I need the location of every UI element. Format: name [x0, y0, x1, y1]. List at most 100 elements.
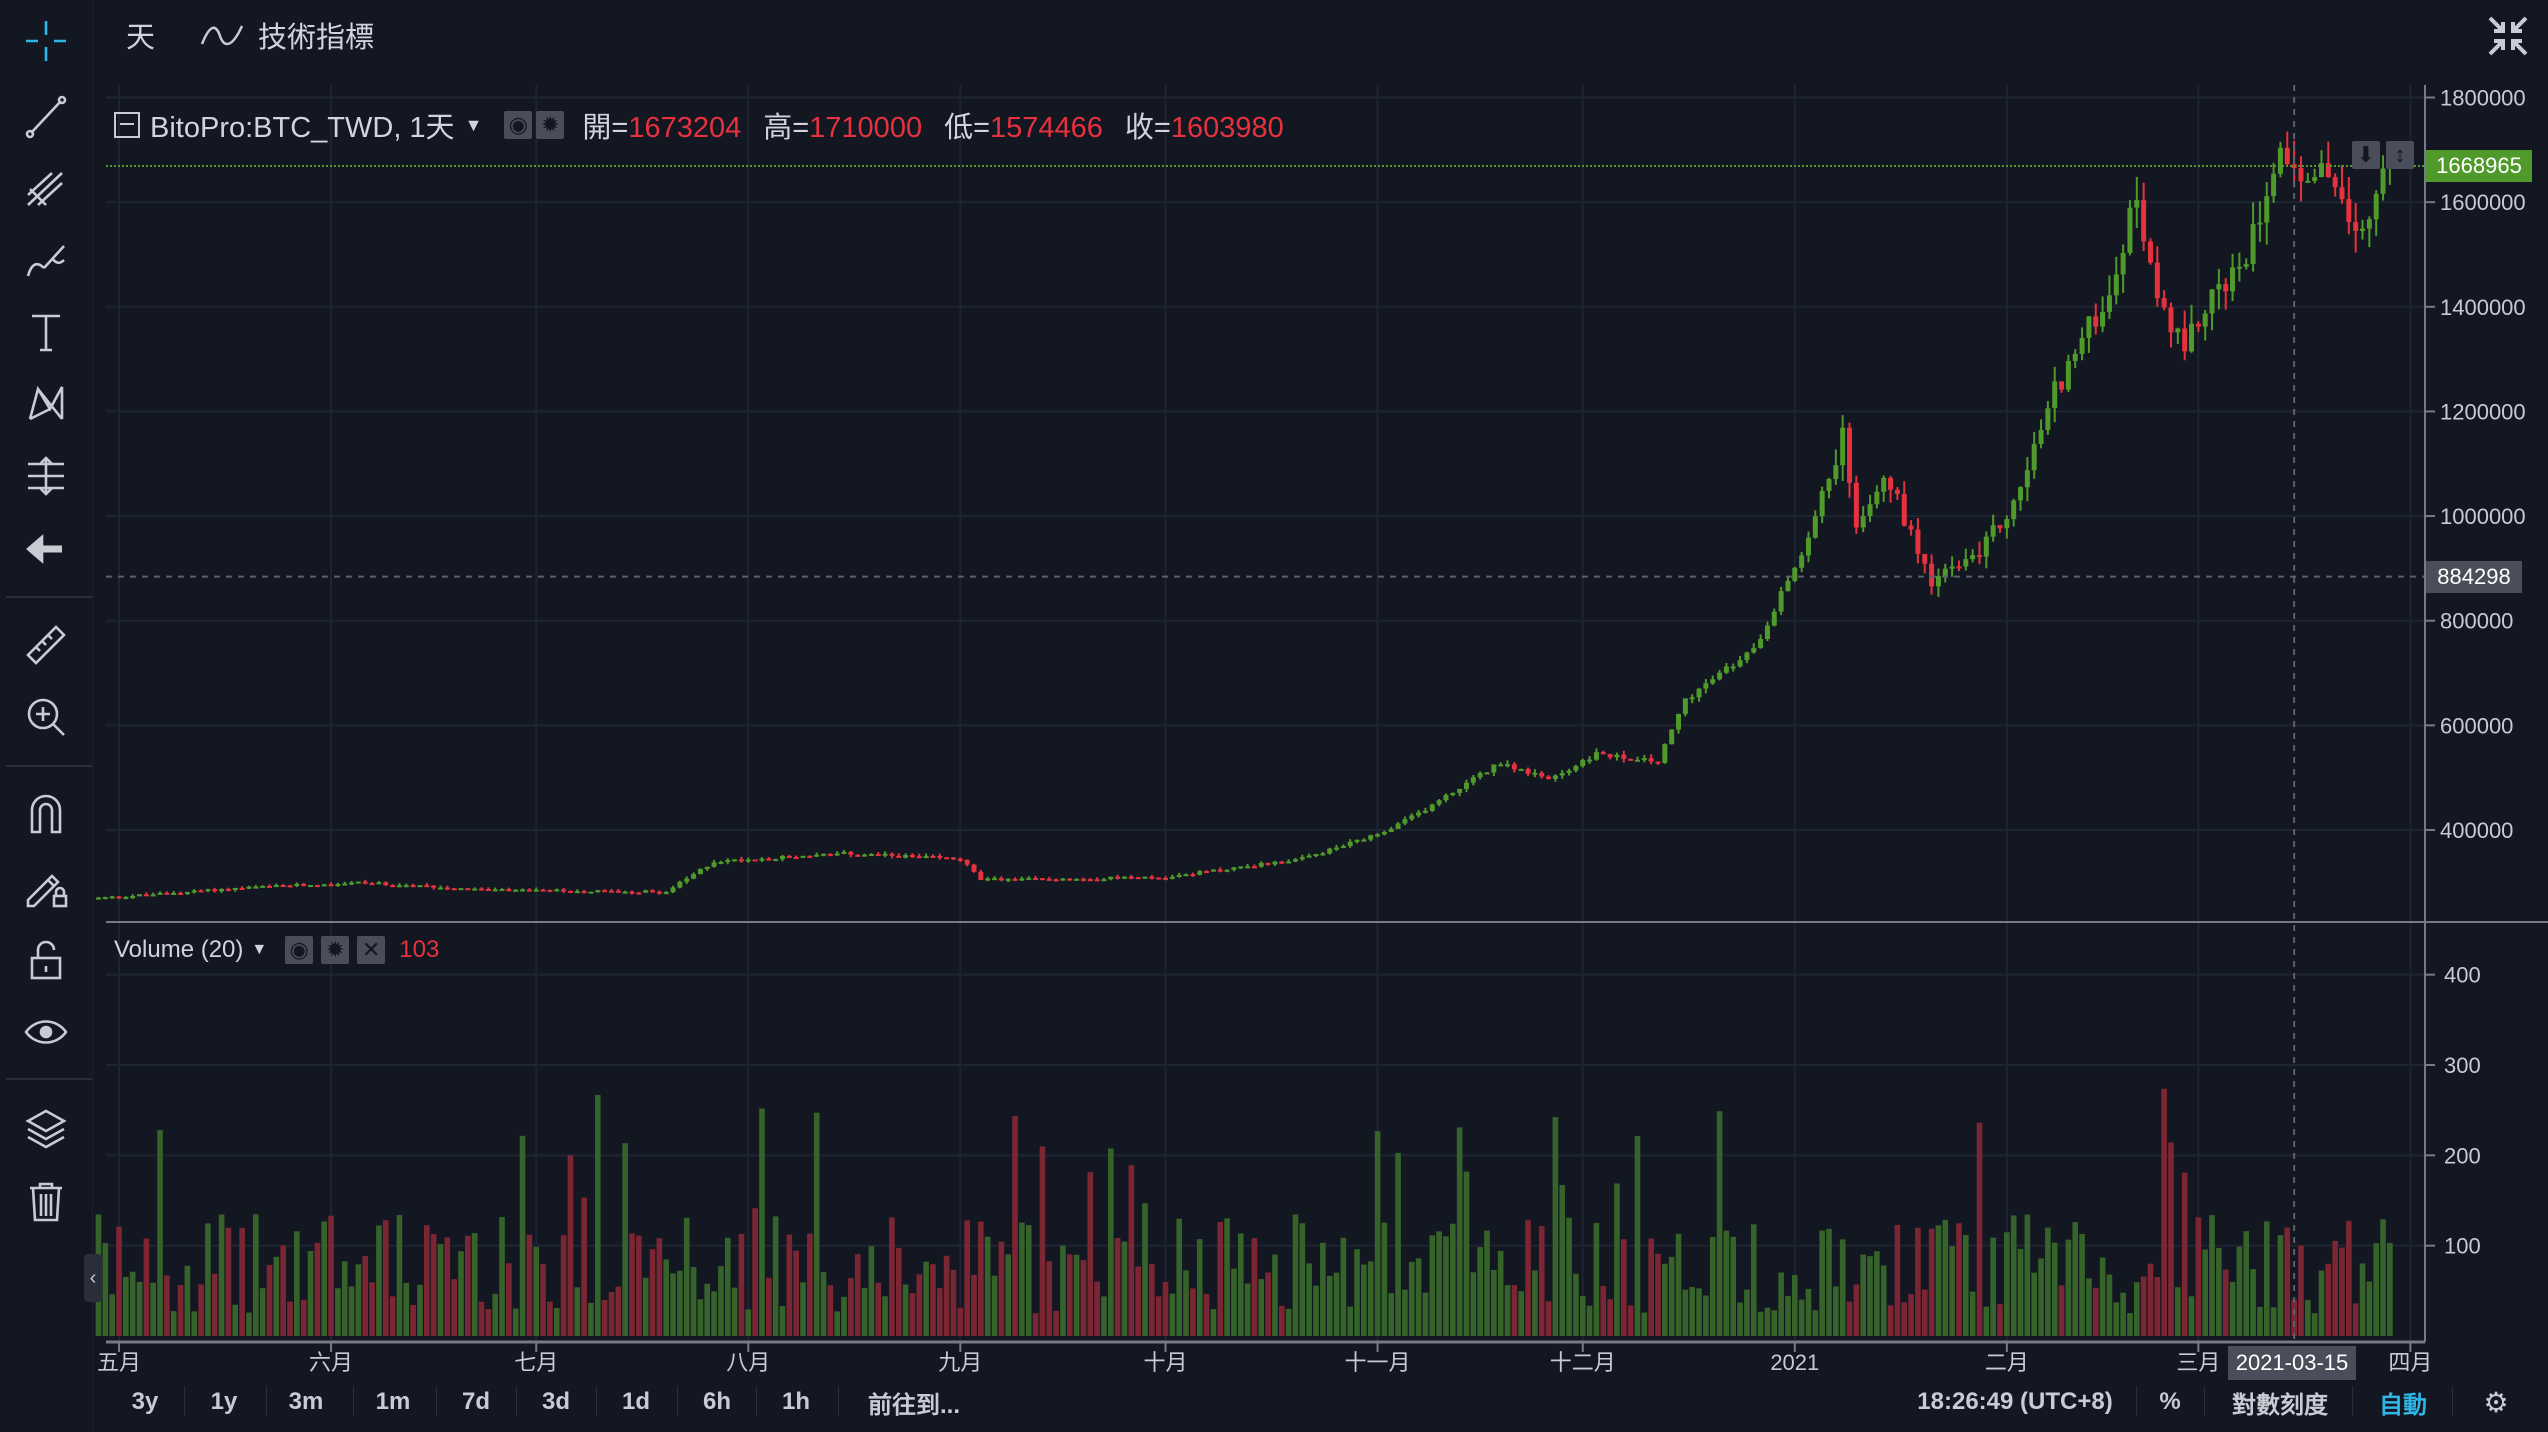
candle-body [1764, 625, 1770, 639]
volume-bar [1819, 1230, 1825, 1336]
candle-body [1402, 819, 1408, 824]
collapse-legend-icon[interactable] [114, 112, 140, 138]
lock-drawings-tool[interactable] [16, 858, 76, 914]
reset-scale-button[interactable]: ↕ [2386, 141, 2414, 169]
volume-bar [109, 1294, 115, 1336]
log-scale-toggle[interactable]: 對數刻度 [2232, 1391, 2328, 1419]
fib-tool[interactable] [16, 161, 76, 217]
volume-bar [492, 1293, 498, 1336]
volume-bar [766, 1277, 772, 1336]
candle-body [2161, 298, 2167, 308]
volume-bar [902, 1284, 909, 1336]
back-button[interactable] [16, 521, 76, 577]
crosshair-date-label: 2021-03-15 [2228, 1346, 2356, 1380]
object-tree-tool[interactable] [16, 1101, 76, 1157]
auto-scale-toggle[interactable]: 自動 [2379, 1391, 2427, 1419]
text-tool[interactable] [16, 304, 76, 360]
candle-body [130, 895, 136, 898]
toolbar-divider [6, 765, 92, 767]
symbol-dropdown-icon[interactable]: ▼ [464, 114, 483, 135]
volume-bar [2222, 1269, 2229, 1336]
candle-body [896, 855, 902, 858]
volume-title[interactable]: Volume (20) [114, 936, 244, 963]
volume-bar [2325, 1263, 2332, 1336]
goto-date-button[interactable]: 前往到... [867, 1391, 960, 1419]
candle-body [697, 869, 703, 875]
collapse-toolbar-button[interactable]: ‹ [84, 1254, 102, 1302]
candlesticks [95, 131, 2393, 900]
ruler-tool[interactable] [16, 617, 76, 673]
interval-button[interactable]: 天 [126, 12, 155, 58]
volume-bar [1887, 1305, 1894, 1336]
volume-remove-icon[interactable]: ✕ [357, 936, 386, 964]
candle-body [615, 890, 621, 893]
volume-bar [1060, 1245, 1066, 1336]
visibility-toggle-icon[interactable]: ◉ [504, 111, 533, 139]
candle-body [677, 881, 683, 888]
pattern-tool[interactable] [16, 375, 76, 431]
zoom-in-tool[interactable] [16, 689, 76, 745]
volume-bar [745, 1309, 752, 1336]
scroll-to-latest-button[interactable]: ⬇ [2352, 141, 2380, 169]
volume-bar [1203, 1294, 1210, 1336]
candle-body [1929, 563, 1935, 587]
volume-bar [246, 1312, 252, 1336]
settings-gear-icon[interactable]: ✹ [536, 111, 565, 139]
symbol-title[interactable]: BitoPro:BTC_TWD, 1天 [150, 112, 455, 144]
candle-body [1525, 768, 1531, 774]
candle-body [123, 897, 129, 900]
range-button-1d[interactable]: 1d [621, 1388, 650, 1415]
volume-bar [2127, 1313, 2133, 1336]
candle-body [1641, 758, 1647, 761]
candle-body [1183, 874, 1189, 877]
remove-drawings-tool[interactable] [16, 1174, 76, 1230]
percent-scale-toggle[interactable]: % [2159, 1388, 2181, 1415]
volume-bars [95, 1088, 2393, 1336]
candle-body [1409, 815, 1415, 820]
range-button-6h[interactable]: 6h [702, 1388, 731, 1415]
candle-body [1983, 536, 1989, 557]
candle-body [1867, 504, 1873, 517]
trend-line-tool[interactable] [16, 89, 76, 145]
candle-body [1238, 866, 1244, 869]
range-button-1y[interactable]: 1y [210, 1388, 238, 1415]
range-button-1h[interactable]: 1h [781, 1388, 810, 1415]
candle-body [882, 853, 888, 856]
pitchfork-icon [27, 172, 63, 206]
indicators-button[interactable]: 技術指標 [200, 12, 374, 58]
candle-body [403, 885, 409, 888]
crosshair-tool[interactable] [16, 13, 76, 69]
candle-body [992, 878, 998, 881]
candle-body [1833, 465, 1839, 480]
exit-fullscreen-button[interactable] [2486, 14, 2530, 58]
volume-bar [2291, 1299, 2297, 1336]
hide-drawings-tool[interactable] [16, 1004, 76, 1060]
range-button-3y[interactable]: 3y [131, 1388, 159, 1415]
unlock-tool[interactable] [16, 932, 76, 988]
candle-body [1573, 765, 1579, 771]
range-button-1m[interactable]: 1m [375, 1388, 411, 1415]
volume-bar [1361, 1264, 1367, 1336]
volume-bar [1101, 1296, 1107, 1336]
volume-bar [1285, 1308, 1292, 1336]
volume-bar [1087, 1172, 1094, 1336]
volume-settings-icon[interactable]: ✹ [321, 936, 350, 964]
chart-settings-gear-icon[interactable]: ⚙ [2483, 1386, 2509, 1418]
candle-body [143, 894, 149, 897]
candle-body [1826, 479, 1832, 491]
magnet-tool[interactable] [16, 786, 76, 842]
volume-dropdown-icon[interactable]: ▼ [251, 941, 268, 958]
candle-body [1115, 876, 1121, 879]
candle-body [1628, 758, 1634, 761]
volume-bar [1730, 1236, 1737, 1336]
volume-bar [978, 1221, 984, 1336]
prediction-tool[interactable] [16, 448, 76, 504]
range-button-3m[interactable]: 3m [288, 1388, 324, 1415]
brush-tool[interactable] [16, 232, 76, 288]
range-button-7d[interactable]: 7d [461, 1388, 490, 1415]
range-button-3d[interactable]: 3d [541, 1388, 570, 1415]
volume-visibility-icon[interactable]: ◉ [285, 936, 314, 964]
candle-body [198, 890, 204, 893]
clock-timezone-button[interactable]: 18:26:49 (UTC+8) [1917, 1388, 2113, 1415]
